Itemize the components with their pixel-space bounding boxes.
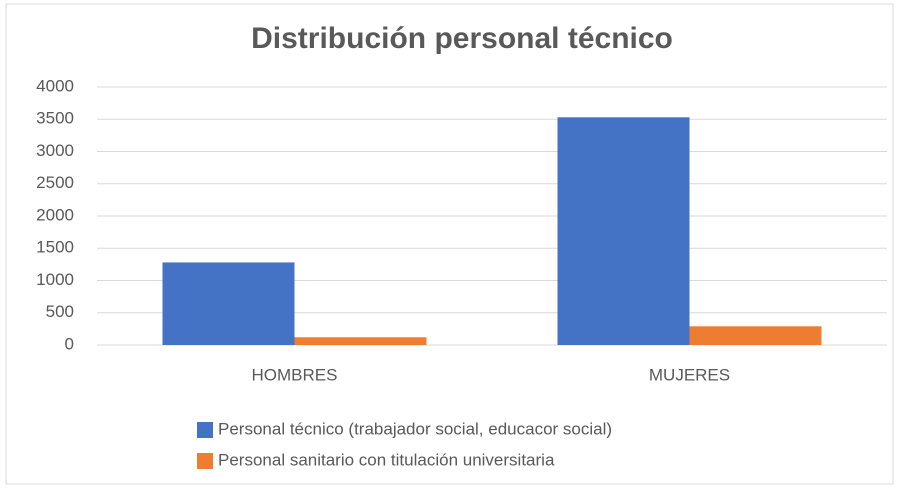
legend-label: Personal sanitario con titulación univer… [218,450,555,469]
bar [162,262,295,345]
y-tick-label: 1500 [36,238,74,257]
y-tick-label: 3500 [36,109,74,128]
legend-swatch [197,422,213,438]
legend-label: Personal técnico (trabajador social, edu… [218,419,612,438]
y-tick-label: 2000 [36,205,74,224]
y-tick-label: 500 [46,302,74,321]
x-tick-label: MUJERES [649,365,730,384]
x-tick-label: HOMBRES [252,365,338,384]
bar [557,117,690,345]
chart-border [5,3,894,485]
legend-swatch [197,453,213,469]
y-tick-label: 4000 [36,76,74,95]
y-tick-label: 2500 [36,173,74,192]
y-tick-label: 0 [65,334,74,353]
y-tick-label: 1000 [36,270,74,289]
bar [689,326,822,345]
y-tick-label: 3000 [36,141,74,160]
bar [294,337,427,345]
chart-title: Distribución personal técnico [251,22,673,55]
